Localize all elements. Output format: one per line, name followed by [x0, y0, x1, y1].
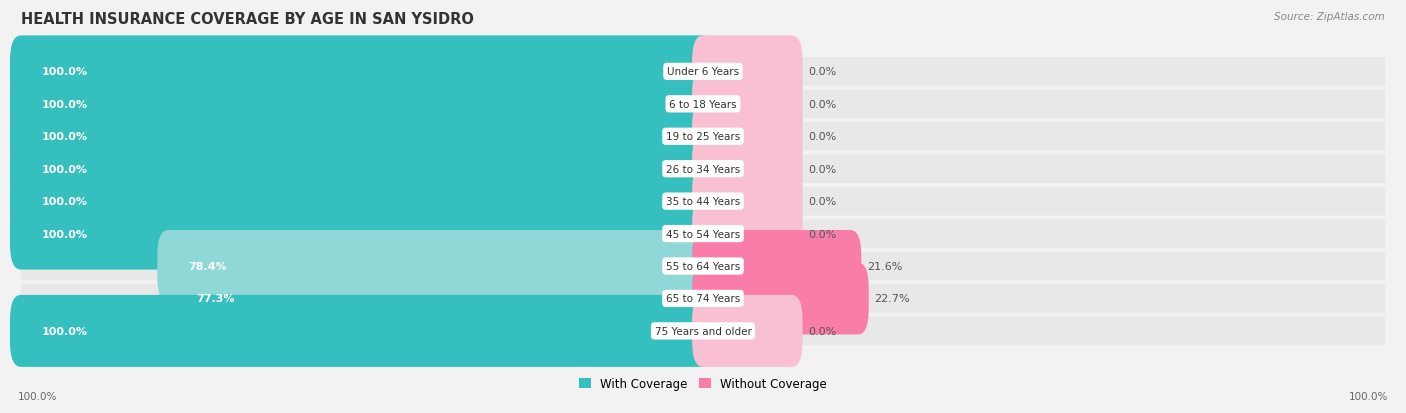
- FancyBboxPatch shape: [21, 285, 1385, 313]
- Text: 35 to 44 Years: 35 to 44 Years: [666, 197, 740, 206]
- FancyBboxPatch shape: [692, 295, 803, 367]
- Text: Source: ZipAtlas.com: Source: ZipAtlas.com: [1274, 12, 1385, 22]
- Text: 100.0%: 100.0%: [18, 391, 58, 401]
- FancyBboxPatch shape: [10, 101, 714, 173]
- FancyBboxPatch shape: [10, 133, 714, 205]
- FancyBboxPatch shape: [21, 188, 1385, 216]
- Text: 75 Years and older: 75 Years and older: [655, 326, 751, 336]
- FancyBboxPatch shape: [692, 133, 803, 205]
- Text: 78.4%: 78.4%: [188, 261, 228, 271]
- FancyBboxPatch shape: [21, 123, 1385, 151]
- Text: 100.0%: 100.0%: [41, 132, 87, 142]
- FancyBboxPatch shape: [692, 69, 803, 140]
- Text: 100.0%: 100.0%: [41, 164, 87, 174]
- Text: 100.0%: 100.0%: [41, 326, 87, 336]
- Text: 65 to 74 Years: 65 to 74 Years: [666, 294, 740, 304]
- FancyBboxPatch shape: [10, 295, 714, 367]
- Text: 6 to 18 Years: 6 to 18 Years: [669, 100, 737, 109]
- Text: 0.0%: 0.0%: [808, 132, 837, 142]
- FancyBboxPatch shape: [21, 220, 1385, 248]
- Text: 21.6%: 21.6%: [866, 261, 903, 271]
- Text: 0.0%: 0.0%: [808, 164, 837, 174]
- FancyBboxPatch shape: [157, 230, 714, 302]
- FancyBboxPatch shape: [692, 166, 803, 237]
- Text: 100.0%: 100.0%: [41, 67, 87, 77]
- Text: Under 6 Years: Under 6 Years: [666, 67, 740, 77]
- FancyBboxPatch shape: [10, 198, 714, 270]
- FancyBboxPatch shape: [692, 230, 862, 302]
- FancyBboxPatch shape: [21, 155, 1385, 183]
- Text: 77.3%: 77.3%: [197, 294, 235, 304]
- FancyBboxPatch shape: [692, 263, 869, 335]
- FancyBboxPatch shape: [165, 263, 714, 335]
- FancyBboxPatch shape: [692, 198, 803, 270]
- Text: HEALTH INSURANCE COVERAGE BY AGE IN SAN YSIDRO: HEALTH INSURANCE COVERAGE BY AGE IN SAN …: [21, 12, 474, 27]
- FancyBboxPatch shape: [21, 58, 1385, 86]
- Text: 26 to 34 Years: 26 to 34 Years: [666, 164, 740, 174]
- FancyBboxPatch shape: [21, 317, 1385, 345]
- Text: 55 to 64 Years: 55 to 64 Years: [666, 261, 740, 271]
- Text: 100.0%: 100.0%: [41, 100, 87, 109]
- FancyBboxPatch shape: [692, 36, 803, 108]
- Text: 0.0%: 0.0%: [808, 100, 837, 109]
- Text: 100.0%: 100.0%: [41, 229, 87, 239]
- FancyBboxPatch shape: [692, 101, 803, 173]
- Text: 0.0%: 0.0%: [808, 197, 837, 206]
- Text: 19 to 25 Years: 19 to 25 Years: [666, 132, 740, 142]
- Text: 0.0%: 0.0%: [808, 229, 837, 239]
- FancyBboxPatch shape: [21, 90, 1385, 119]
- Text: 0.0%: 0.0%: [808, 67, 837, 77]
- Text: 45 to 54 Years: 45 to 54 Years: [666, 229, 740, 239]
- Text: 100.0%: 100.0%: [41, 197, 87, 206]
- FancyBboxPatch shape: [10, 166, 714, 237]
- Text: 22.7%: 22.7%: [875, 294, 910, 304]
- FancyBboxPatch shape: [21, 252, 1385, 280]
- FancyBboxPatch shape: [10, 69, 714, 140]
- Text: 0.0%: 0.0%: [808, 326, 837, 336]
- Text: 100.0%: 100.0%: [1348, 391, 1388, 401]
- FancyBboxPatch shape: [10, 36, 714, 108]
- Legend: With Coverage, Without Coverage: With Coverage, Without Coverage: [574, 373, 832, 395]
